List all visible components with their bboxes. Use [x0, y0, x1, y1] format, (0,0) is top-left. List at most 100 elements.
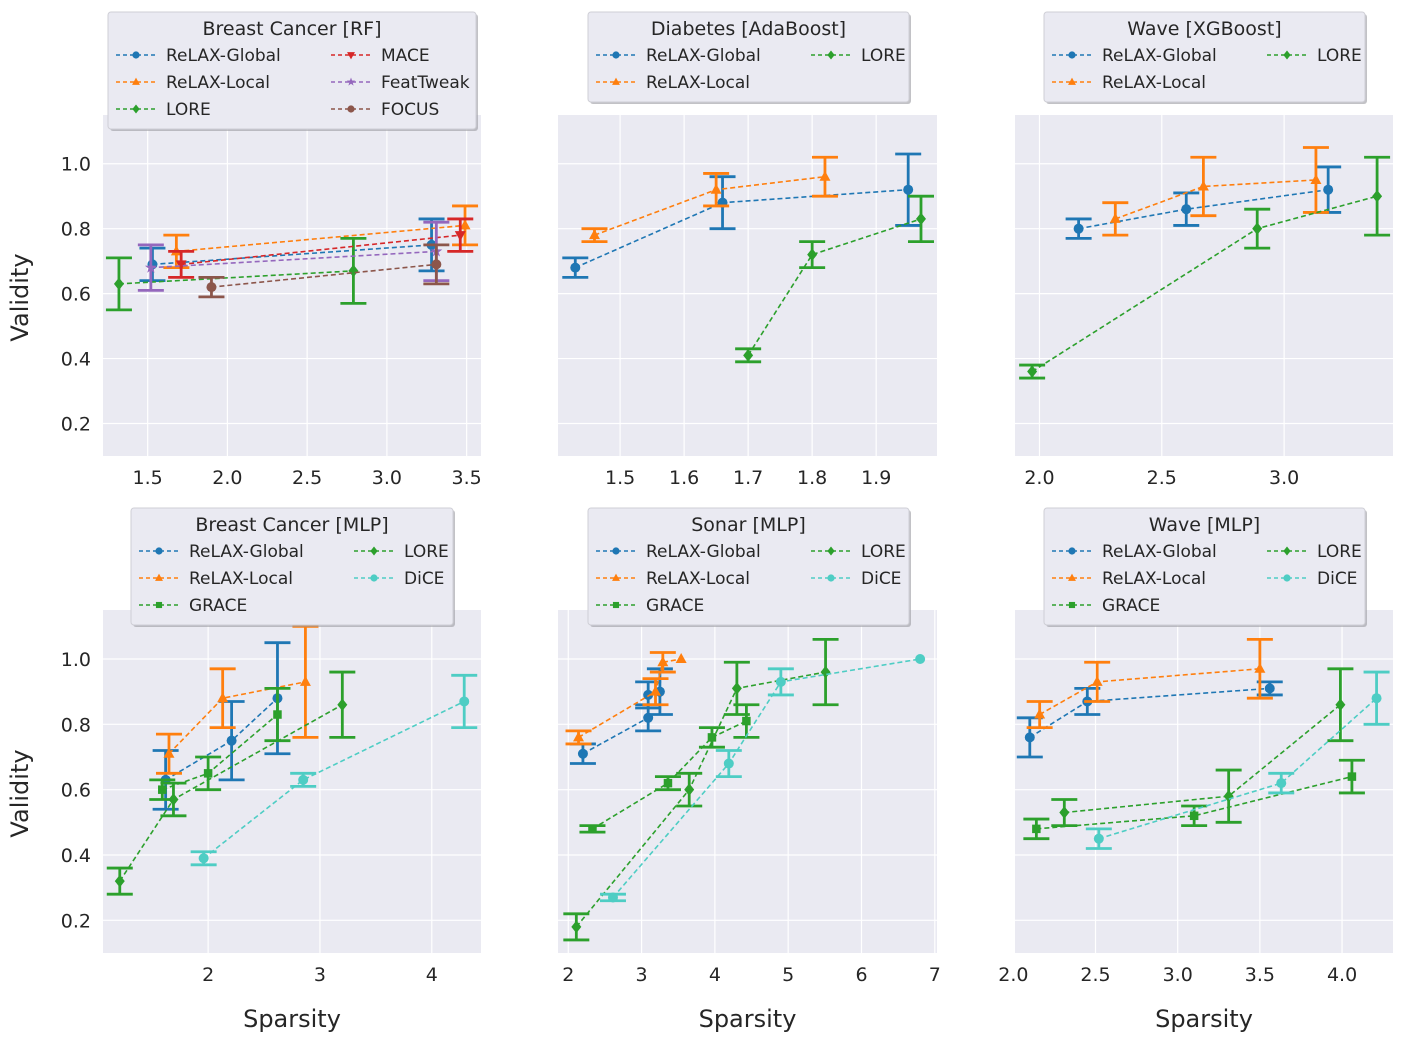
x-tick-label: 1.8	[797, 467, 827, 489]
legend-entry: DiCE	[354, 569, 444, 589]
data-point	[607, 892, 618, 903]
data-point	[663, 778, 673, 788]
legend-entry: DiCE	[811, 569, 901, 589]
x-tick-label: 2.5	[1080, 964, 1110, 986]
series-grace	[1023, 758, 1365, 841]
data-point	[348, 264, 359, 278]
series-line	[1036, 775, 1353, 830]
legend-label: ReLAX-Global	[189, 542, 304, 562]
legend-label: GRACE	[646, 596, 704, 616]
legend-marker	[1283, 574, 1291, 582]
legend-label: LORE	[166, 100, 211, 120]
data-point	[206, 282, 217, 293]
series-relax-local	[581, 155, 838, 244]
data-point	[588, 229, 600, 240]
data-point	[1032, 824, 1041, 834]
legend-title: Diabetes [AdaBoost]	[651, 18, 846, 40]
legend-label: ReLAX-Global	[1102, 46, 1217, 66]
x-tick-label: 2.0	[1024, 467, 1054, 489]
y-tick-label: 0.2	[61, 414, 91, 436]
y-axis-label: Validity	[6, 749, 34, 837]
data-point	[684, 783, 695, 796]
legend-entry: ReLAX-Local	[596, 73, 750, 93]
y-tick-label: 1.0	[61, 649, 91, 671]
legend: Wave [XGBoost] ReLAX-Global LORE ReLAX-Loca…	[1043, 11, 1367, 104]
x-axis-label: Sparsity	[243, 1005, 341, 1033]
series-line	[1098, 697, 1378, 840]
data-point	[114, 874, 125, 888]
legend-marker	[370, 546, 378, 556]
legend-entry: ReLAX-Global	[116, 46, 281, 66]
x-tick-label: 4.0	[1327, 964, 1357, 986]
data-point	[807, 248, 818, 261]
legend-entry: LORE	[811, 46, 906, 66]
data-point	[144, 261, 157, 273]
data-point	[731, 682, 742, 695]
data-point	[217, 692, 229, 703]
data-point	[1223, 789, 1234, 803]
y-tick-label: 0.4	[61, 845, 91, 867]
legend-marker	[612, 77, 620, 85]
data-point	[1276, 778, 1287, 789]
series-dice	[1085, 670, 1390, 850]
legend-entry: MACE	[331, 46, 430, 66]
plot-area	[1015, 610, 1393, 953]
legend-marker	[827, 50, 835, 60]
legend-entry: ReLAX-Local	[1052, 569, 1206, 589]
series-lore	[563, 638, 839, 942]
x-tick-label: 7	[929, 964, 941, 986]
legend-title: Breast Cancer [MLP]	[195, 514, 388, 536]
data-point	[657, 656, 669, 667]
plot-area	[558, 115, 937, 456]
legend-label: ReLAX-Global	[646, 46, 761, 66]
x-tick-label: 1.9	[861, 467, 891, 489]
data-point	[198, 853, 209, 864]
legend-entry: ReLAX-Local	[139, 569, 293, 589]
data-point	[454, 231, 466, 242]
y-tick-label: 1.0	[61, 154, 91, 176]
legend-entry: ReLAX-Local	[596, 569, 750, 589]
legend-entry: GRACE	[596, 596, 704, 616]
legend-entry: GRACE	[1052, 596, 1160, 616]
legend: Breast Cancer [RF] ReLAX-Global MACE ReLAX-…	[107, 11, 478, 131]
data-point	[1310, 173, 1322, 184]
x-tick-label: 2.0	[998, 964, 1028, 986]
legend-title: Wave [XGBoost]	[1127, 18, 1281, 40]
subplot-6: 2.0 2.5 3.0 3.5 4.0 Sparsity Wave [MLP] ReLAX-G…	[998, 507, 1393, 1033]
data-point	[1034, 708, 1046, 719]
legend-marker	[827, 546, 835, 556]
data-point	[573, 731, 585, 742]
data-point	[1323, 184, 1334, 195]
legend-label: FeatTweak	[381, 73, 470, 93]
legend-marker	[132, 77, 140, 85]
data-point	[1073, 223, 1084, 234]
legend-label: MACE	[381, 46, 430, 66]
y-tick-label: 0.4	[61, 349, 91, 371]
series-line	[592, 720, 747, 830]
data-point	[570, 262, 581, 273]
legend-label: GRACE	[189, 596, 247, 616]
data-point	[431, 259, 442, 270]
series-relax-local	[1102, 146, 1329, 237]
data-point	[1109, 212, 1121, 223]
legend-marker	[827, 574, 835, 582]
data-point	[163, 747, 175, 758]
legend-box	[130, 507, 454, 626]
x-tick-label: 4	[426, 964, 438, 986]
series-line	[612, 658, 921, 898]
x-tick-label: 5	[782, 964, 794, 986]
legend-entry: DiCE	[1267, 569, 1357, 589]
legend-label: ReLAX-Local	[646, 569, 750, 589]
series-mace	[168, 217, 474, 279]
legend-marker	[1283, 50, 1291, 60]
subplot-2: 1.5 1.6 1.7 1.8 1.9 Diabetes [AdaBoost] ReLAX-…	[558, 11, 937, 489]
legend-label: LORE	[861, 542, 906, 562]
legend-box	[587, 11, 910, 103]
x-tick-label: 6	[855, 964, 867, 986]
x-tick-label: 2.0	[212, 467, 242, 489]
legend-label: DiCE	[861, 569, 901, 589]
legend-label: FOCUS	[381, 100, 439, 120]
series-line	[118, 270, 354, 285]
legend-marker	[347, 52, 355, 60]
data-point	[337, 698, 348, 711]
